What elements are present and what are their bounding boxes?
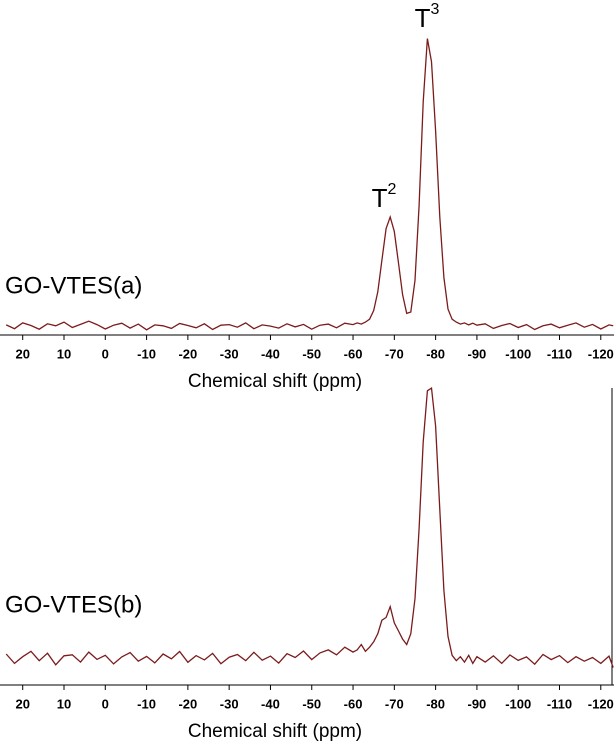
peak-annotation: T3 xyxy=(415,1,440,33)
peak-annotation: T2 xyxy=(372,181,397,213)
x-tick-label: -100 xyxy=(505,346,531,361)
x-tick-label: -120 xyxy=(588,696,614,711)
x-tick-label: 0 xyxy=(102,696,109,711)
x-axis-label: Chemical shift (ppm) xyxy=(188,721,362,742)
x-tick-label: -100 xyxy=(505,696,531,711)
x-tick-label: -40 xyxy=(261,696,280,711)
x-tick-label: 10 xyxy=(57,696,71,711)
spectrum-line xyxy=(5,386,614,668)
spectrum-label: GO-VTES(a) xyxy=(5,272,142,299)
x-tick-label: -110 xyxy=(547,696,572,711)
peak-annotation-letter: T xyxy=(415,3,431,33)
x-tick-label: -30 xyxy=(220,696,239,711)
x-tick-label: 20 xyxy=(15,346,29,361)
x-tick-label: -110 xyxy=(547,346,572,361)
x-tick-label: -90 xyxy=(468,346,487,361)
spectrum-line xyxy=(5,38,614,331)
x-tick-label: -60 xyxy=(344,696,363,711)
x-tick-label: -10 xyxy=(137,696,156,711)
x-tick-label: -30 xyxy=(220,346,239,361)
x-tick-label: -70 xyxy=(385,346,404,361)
x-tick-label: -70 xyxy=(385,696,404,711)
x-tick-label: -80 xyxy=(426,346,445,361)
x-tick-label: -60 xyxy=(344,346,363,361)
x-tick-label: -50 xyxy=(302,346,321,361)
peak-annotation-letter: T xyxy=(372,183,388,213)
x-tick-label: -40 xyxy=(261,346,280,361)
x-tick-label: -80 xyxy=(426,696,445,711)
x-tick-label: 10 xyxy=(57,346,71,361)
x-tick-label: -20 xyxy=(178,346,197,361)
x-tick-label: -90 xyxy=(468,696,487,711)
x-axis-label: Chemical shift (ppm) xyxy=(188,371,362,392)
x-tick-label: 20 xyxy=(15,696,29,711)
x-tick-label: -20 xyxy=(178,696,197,711)
x-tick-label: -120 xyxy=(588,346,614,361)
peak-annotation-superscript: 2 xyxy=(387,181,396,198)
x-tick-label: -10 xyxy=(137,346,156,361)
x-tick-label: -50 xyxy=(302,696,321,711)
x-tick-label: 0 xyxy=(102,346,109,361)
spectrum-label: GO-VTES(b) xyxy=(5,591,142,618)
peak-annotation-superscript: 3 xyxy=(430,1,439,18)
